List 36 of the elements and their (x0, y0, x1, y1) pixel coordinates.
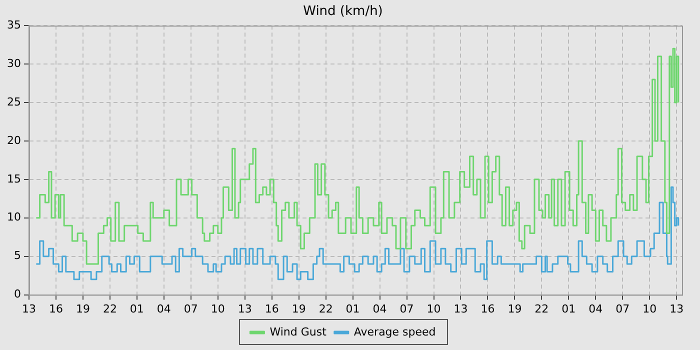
x-tick-label: 01 (130, 302, 144, 316)
x-tick-label: 13 (454, 302, 468, 316)
x-tick-label: 22 (102, 302, 117, 316)
y-tick-label: 5 (14, 249, 21, 262)
legend-label: Average speed (354, 325, 436, 338)
x-tick-label: 16 (264, 302, 279, 316)
y-tick-label: 20 (6, 134, 21, 147)
x-tick-label: 16 (480, 302, 495, 316)
chart-title: Wind (km/h) (303, 4, 383, 20)
x-tick-label: 19 (292, 302, 306, 316)
y-tick-label: 15 (6, 172, 21, 186)
x-tick-label: 13 (22, 302, 36, 316)
x-tick-label: 10 (426, 302, 441, 316)
y-tick-label: 25 (6, 95, 21, 108)
x-tick-label: 07 (400, 302, 414, 316)
y-tick-label: 35 (6, 18, 21, 32)
legend-label: Wind Gust (270, 325, 328, 338)
x-tick-label: 07 (184, 302, 198, 316)
x-tick-label: 22 (534, 302, 549, 316)
y-tick-label: 0 (14, 288, 21, 301)
x-tick-label: 13 (670, 302, 684, 316)
x-tick-label: 13 (238, 302, 252, 316)
x-tick-label: 01 (346, 302, 360, 316)
y-tick-label: 30 (6, 56, 21, 70)
x-tick-label: 19 (76, 302, 90, 316)
x-tick-label: 10 (642, 302, 657, 316)
x-tick-label: 22 (318, 302, 333, 316)
x-tick-label: 07 (616, 302, 630, 316)
x-tick-label: 19 (508, 302, 522, 316)
x-tick-label: 04 (588, 302, 603, 316)
x-tick-label: 04 (156, 302, 171, 316)
x-tick-label: 10 (210, 302, 225, 316)
x-tick-label: 16 (48, 302, 63, 316)
x-tick-label: 04 (372, 302, 387, 316)
x-tick-label: 01 (562, 302, 576, 316)
y-tick-label: 10 (6, 210, 21, 224)
